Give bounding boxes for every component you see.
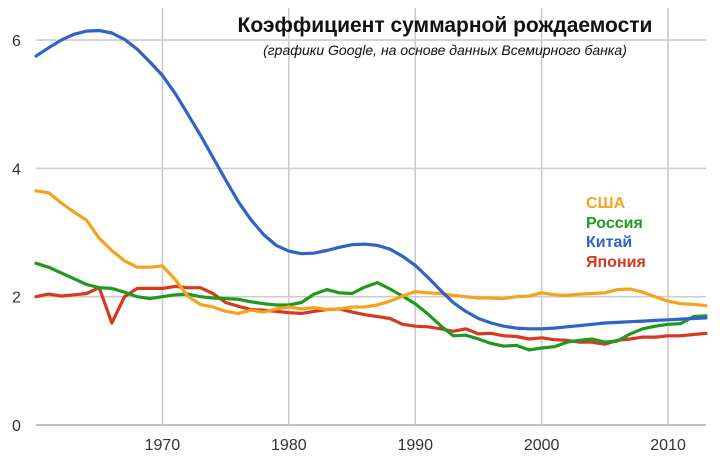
series-lines <box>34 28 708 352</box>
y-tick-label: 0 <box>12 418 21 435</box>
tick-labels: 0 2 4 6 1970 1980 1990 2000 2010 <box>12 33 686 454</box>
legend-item-china: Китай <box>586 234 633 251</box>
series-line-usa <box>34 189 708 315</box>
chart-subtitle: (графики Google, на основе данных Всемир… <box>263 42 627 58</box>
chart-title: Коэффициент суммарной рождаемости <box>237 14 653 37</box>
y-tick-label: 2 <box>12 290 21 307</box>
legend-item-japan: Япония <box>586 253 646 271</box>
legend-item-russia: Россия <box>586 214 643 232</box>
y-tick-label: 6 <box>12 33 21 50</box>
series-line-japan <box>34 284 708 346</box>
x-tick-label: 2010 <box>650 437 686 454</box>
legend: США Россия Китай Япония <box>586 194 646 272</box>
series-line-russia <box>34 261 708 352</box>
x-tick-label: 2000 <box>524 437 560 454</box>
series-line-china <box>34 28 708 331</box>
x-tick-label: 1980 <box>271 437 307 454</box>
chart-header: Коэффициент суммарной рождаемости (графи… <box>200 14 690 58</box>
y-tick-label: 4 <box>12 161 21 178</box>
legend-item-usa: США <box>586 195 626 212</box>
x-tick-label: 1970 <box>145 437 181 454</box>
x-tick-label: 1990 <box>397 437 433 454</box>
